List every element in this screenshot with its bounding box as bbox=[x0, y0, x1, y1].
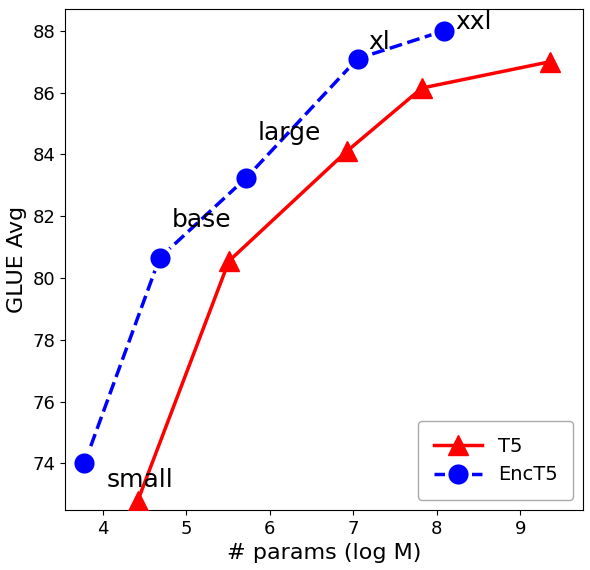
T5 bbox=[225, 258, 232, 264]
Text: xxl: xxl bbox=[455, 10, 492, 34]
T5 bbox=[418, 84, 425, 91]
Text: large: large bbox=[257, 121, 321, 145]
Text: base: base bbox=[171, 207, 231, 232]
Y-axis label: GLUE Avg: GLUE Avg bbox=[7, 206, 27, 313]
T5 bbox=[343, 148, 350, 155]
Legend: T5, EncT5: T5, EncT5 bbox=[418, 421, 573, 500]
EncT5 bbox=[156, 255, 163, 262]
X-axis label: # params (log M): # params (log M) bbox=[227, 543, 421, 563]
Text: xl: xl bbox=[368, 30, 390, 54]
Line: T5: T5 bbox=[127, 51, 560, 511]
T5 bbox=[135, 497, 142, 504]
EncT5 bbox=[81, 460, 88, 467]
Text: small: small bbox=[107, 468, 173, 492]
EncT5 bbox=[243, 174, 250, 181]
EncT5 bbox=[440, 27, 447, 34]
EncT5 bbox=[354, 55, 361, 62]
T5 bbox=[546, 58, 553, 65]
Line: EncT5: EncT5 bbox=[73, 19, 455, 475]
